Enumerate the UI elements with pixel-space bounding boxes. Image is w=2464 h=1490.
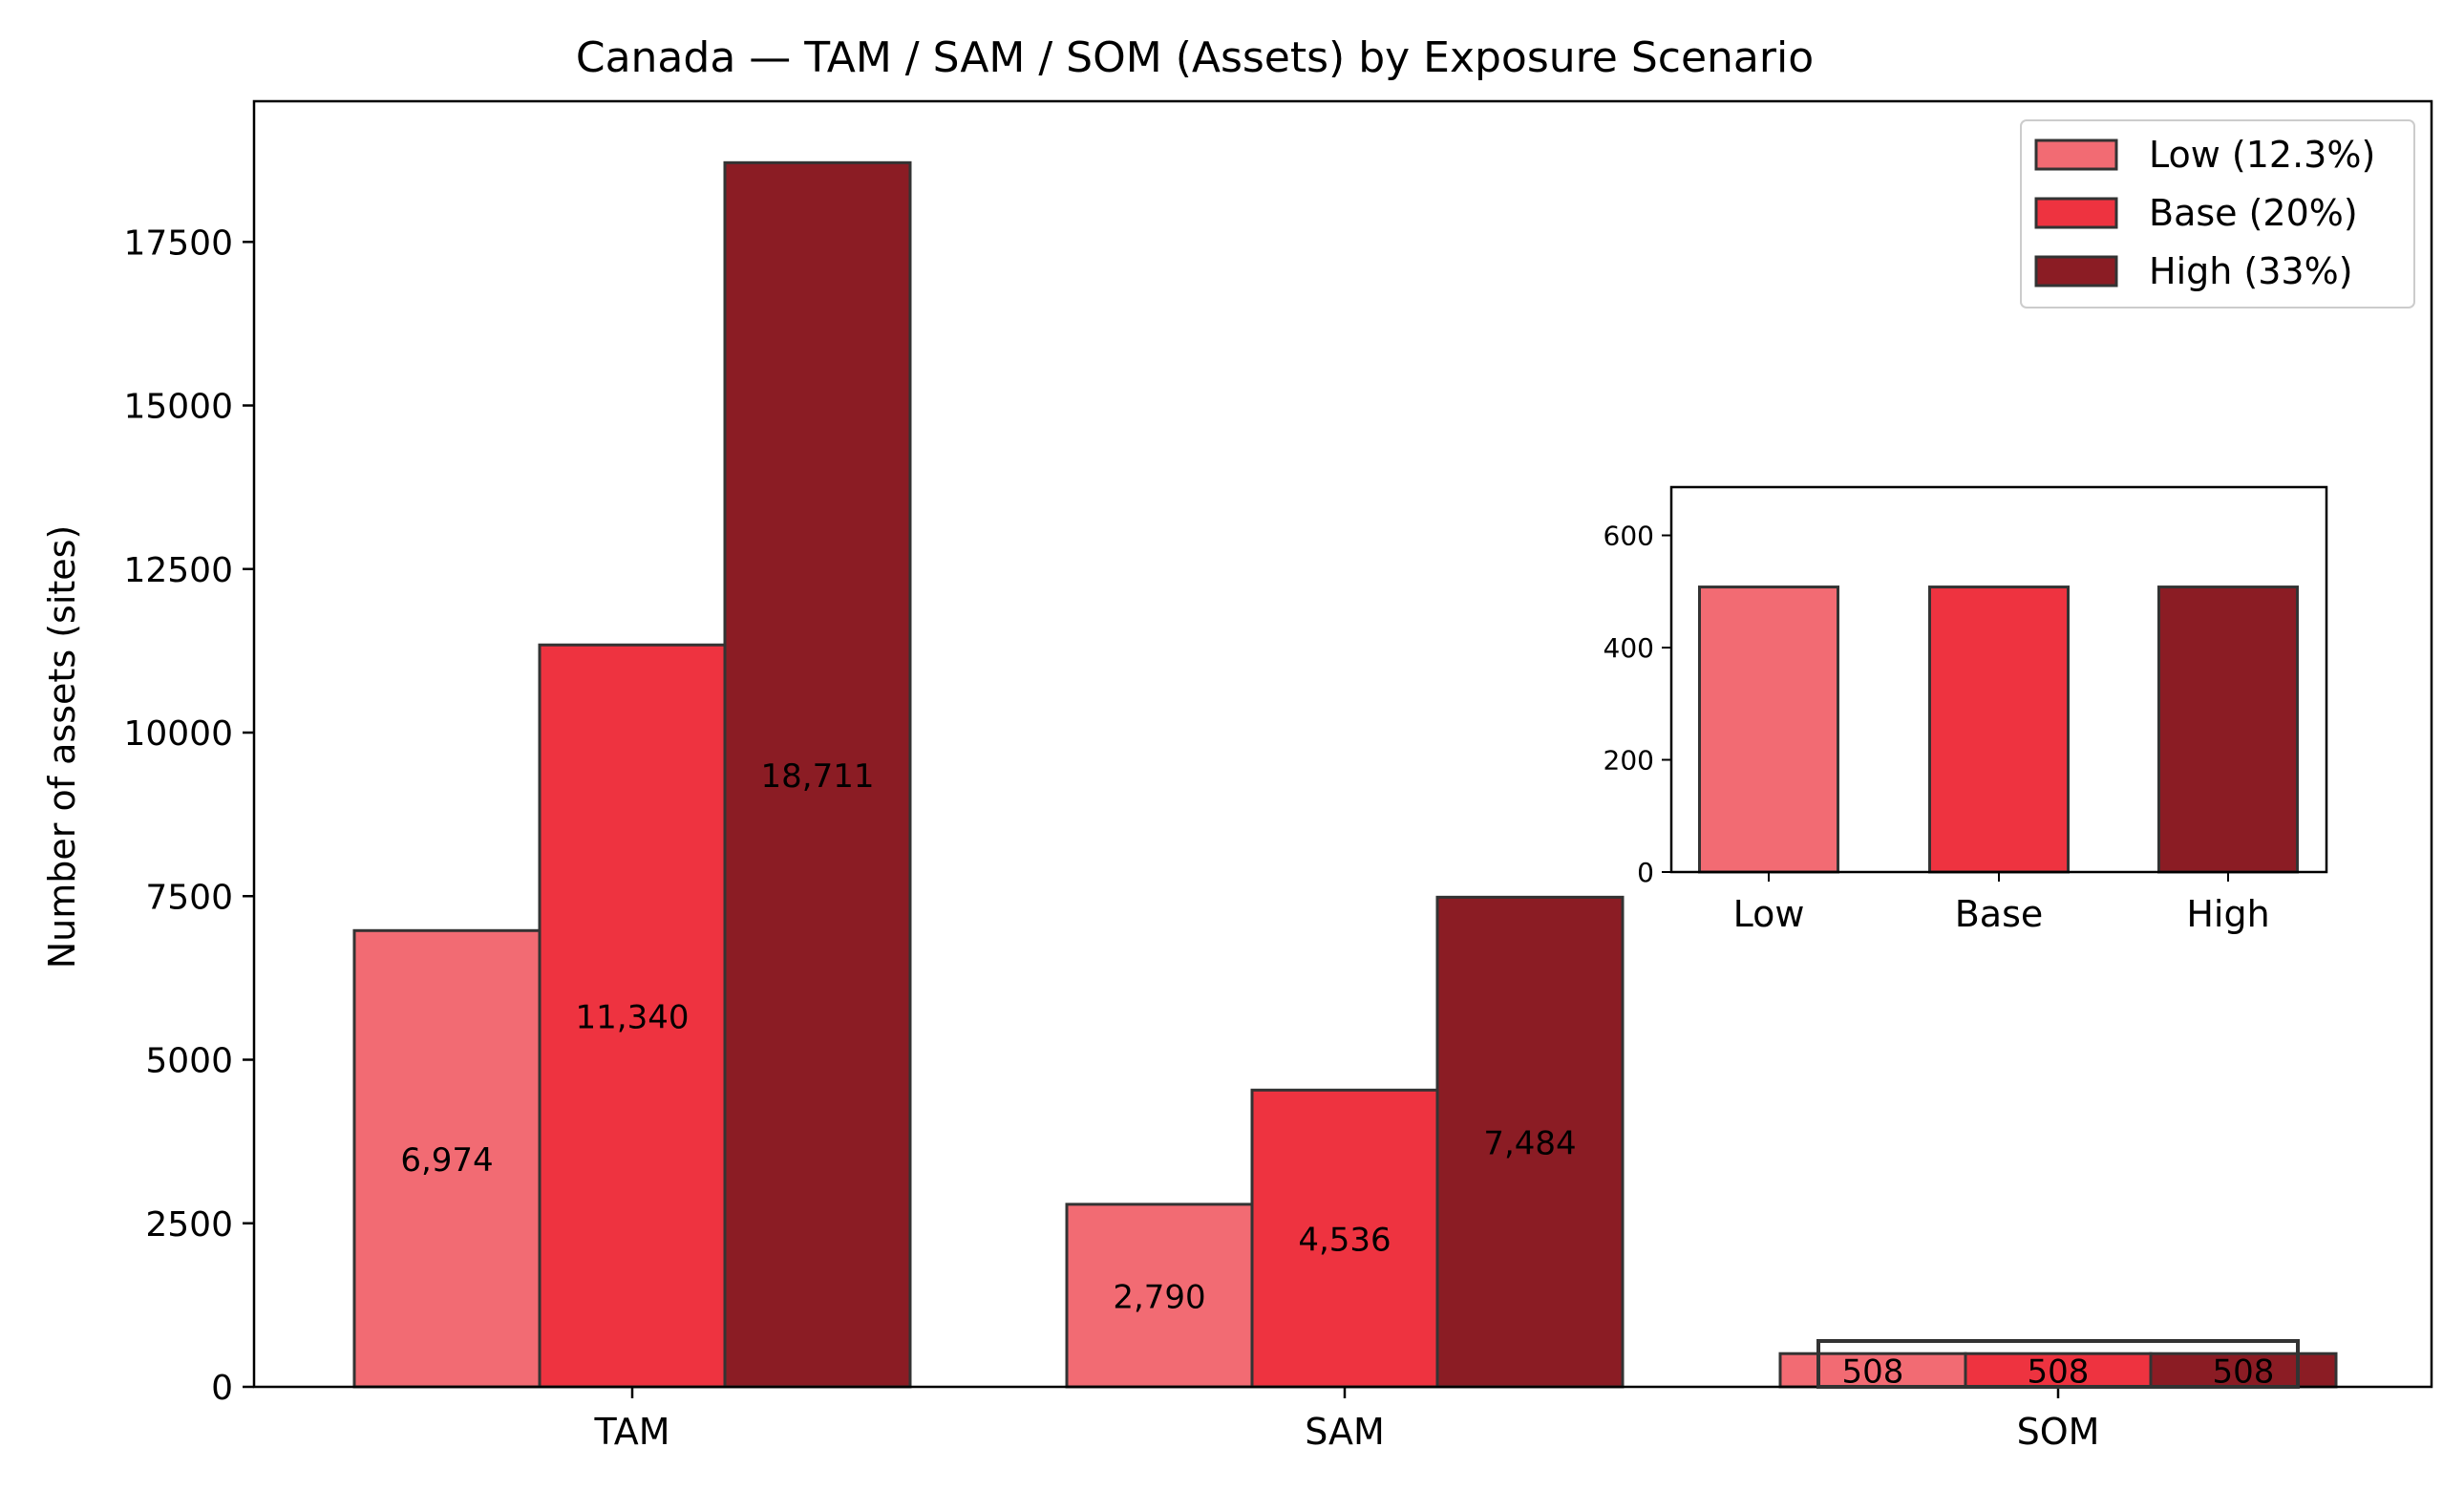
chart-title: Canada — TAM / SAM / SOM (Assets) by Exp…	[576, 33, 1814, 82]
inset-indicator-box	[1816, 1339, 2300, 1389]
legend-label: Base (20%)	[2149, 192, 2358, 234]
legend-box	[2020, 119, 2415, 309]
x-tick-label: SAM	[1305, 1411, 1385, 1453]
y-axis-label: Number of assets (sites)	[41, 525, 83, 969]
legend-label: High (33%)	[2149, 250, 2353, 292]
legend-swatch	[2034, 197, 2118, 229]
y-tick-label: 10000	[123, 714, 233, 754]
inset-x-tick-label: Base	[1955, 893, 2044, 935]
y-tick-label: 17500	[123, 224, 233, 263]
inset-bar-low	[1698, 585, 1839, 874]
data-label: 11,340	[576, 999, 690, 1037]
data-label: 4,536	[1298, 1222, 1391, 1260]
data-label: 2,790	[1113, 1278, 1205, 1316]
legend: Low (12.3%) Base (20%) High (33%)	[2020, 119, 2415, 309]
legend-label: Low (12.3%)	[2149, 134, 2375, 176]
data-label: 18,711	[761, 757, 875, 796]
x-tick-label: SOM	[2017, 1411, 2100, 1453]
bar-tam-high	[723, 160, 912, 1389]
bar-sam-high	[1435, 895, 1625, 1389]
x-tick-label: TAM	[593, 1411, 669, 1453]
inset-plot: 0 200 400 600 Low Base High	[1604, 485, 2328, 935]
legend-swatch	[2034, 255, 2118, 287]
legend-swatch	[2034, 138, 2118, 171]
inset-x-tick-label: High	[2186, 893, 2269, 935]
data-label: 7,484	[1483, 1125, 1576, 1163]
bar-som-base	[1964, 1352, 2153, 1389]
inset-y-tick-label: 0	[1637, 857, 1654, 888]
y-tick-label: 12500	[123, 551, 233, 590]
y-tick-label: 0	[211, 1369, 233, 1408]
data-label: 508	[2028, 1353, 2090, 1392]
data-label: 508	[1842, 1353, 1904, 1392]
inset-y-tick-label: 400	[1604, 632, 1654, 664]
data-label: 6,974	[400, 1141, 493, 1180]
bar-tam-base	[538, 643, 727, 1389]
inset-bar-high	[2157, 585, 2299, 874]
y-tick-label: 7500	[145, 878, 233, 917]
data-label: 508	[2213, 1353, 2275, 1392]
y-tick-label: 15000	[123, 388, 233, 427]
y-tick-label: 5000	[145, 1042, 233, 1081]
inset-x-tick-label: Low	[1733, 893, 1805, 935]
inset-y-tick-label: 600	[1604, 521, 1654, 552]
inset-y-tick-label: 200	[1604, 745, 1654, 777]
inset-bar-base	[1928, 585, 2070, 874]
plot-frame	[252, 99, 2433, 1389]
bar-sam-base	[1250, 1088, 1439, 1389]
y-tick-label: 2500	[145, 1205, 233, 1245]
